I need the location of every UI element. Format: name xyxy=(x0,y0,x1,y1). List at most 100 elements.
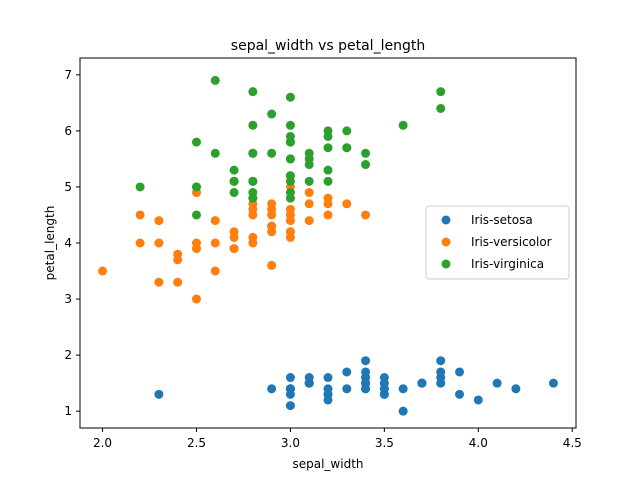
data-point-iris-virginica xyxy=(285,176,295,186)
data-point-iris-versicolor xyxy=(361,210,371,220)
data-point-iris-versicolor xyxy=(304,188,314,198)
data-point-iris-setosa xyxy=(285,384,295,394)
data-point-iris-setosa xyxy=(285,401,295,411)
data-point-iris-setosa xyxy=(285,373,295,383)
data-point-iris-virginica xyxy=(285,137,295,147)
data-point-iris-setosa xyxy=(342,367,352,377)
data-point-iris-versicolor xyxy=(248,232,258,242)
data-point-iris-setosa xyxy=(455,367,465,377)
data-point-iris-virginica xyxy=(342,143,352,153)
data-point-iris-versicolor xyxy=(285,227,295,237)
legend-marker-iris-setosa xyxy=(441,215,451,225)
data-point-iris-virginica xyxy=(248,120,258,130)
data-point-iris-versicolor xyxy=(98,266,108,276)
data-point-iris-virginica xyxy=(436,103,446,113)
x-axis-label: sepal_width xyxy=(292,457,363,471)
data-point-iris-setosa xyxy=(361,378,371,388)
data-point-iris-setosa xyxy=(436,356,446,366)
data-point-iris-versicolor xyxy=(304,199,314,209)
data-point-iris-virginica xyxy=(210,148,220,158)
data-point-iris-versicolor xyxy=(304,216,314,226)
data-point-iris-versicolor xyxy=(154,216,164,226)
data-point-iris-virginica xyxy=(191,137,201,147)
data-point-iris-versicolor xyxy=(342,199,352,209)
data-point-iris-virginica xyxy=(248,148,258,158)
y-tick-label: 7 xyxy=(64,68,72,82)
data-point-iris-virginica xyxy=(229,165,239,175)
data-point-iris-setosa xyxy=(398,384,408,394)
data-point-iris-setosa xyxy=(304,378,314,388)
data-point-iris-virginica xyxy=(285,120,295,130)
data-point-iris-setosa xyxy=(492,378,502,388)
x-tick-label: 3.5 xyxy=(375,436,394,450)
y-tick-label: 6 xyxy=(64,124,72,138)
data-point-iris-versicolor xyxy=(267,260,277,270)
data-point-iris-virginica xyxy=(361,148,371,158)
legend-label-iris-setosa: Iris-setosa xyxy=(471,213,533,227)
data-point-iris-versicolor xyxy=(154,277,164,287)
y-tick-label: 2 xyxy=(64,348,72,362)
y-tick-label: 1 xyxy=(64,404,72,418)
data-point-iris-setosa xyxy=(455,389,465,399)
data-point-iris-virginica xyxy=(229,188,239,198)
y-tick-label: 5 xyxy=(64,180,72,194)
data-point-iris-virginica xyxy=(285,92,295,102)
data-point-iris-setosa xyxy=(436,373,446,383)
legend-label-iris-virginica: Iris-virginica xyxy=(471,257,544,271)
y-tick-label: 4 xyxy=(64,236,72,250)
data-point-iris-virginica xyxy=(229,176,239,186)
legend-label-iris-versicolor: Iris-versicolor xyxy=(471,235,552,249)
data-point-iris-virginica xyxy=(248,176,258,186)
data-point-iris-virginica xyxy=(285,193,295,203)
chart-title: sepal_width vs petal_length xyxy=(231,38,425,54)
data-point-iris-versicolor xyxy=(267,210,277,220)
data-point-iris-setosa xyxy=(323,384,333,394)
data-point-iris-virginica xyxy=(323,165,333,175)
data-point-iris-setosa xyxy=(342,384,352,394)
x-tick-label: 2.0 xyxy=(93,436,112,450)
x-axis: 2.0 2.5 3.0 3.5 4.0 4.5 xyxy=(93,428,582,450)
data-point-iris-virginica xyxy=(135,182,145,192)
data-point-iris-versicolor xyxy=(210,266,220,276)
data-point-iris-versicolor xyxy=(210,238,220,248)
data-point-iris-virginica xyxy=(304,176,314,186)
data-point-iris-virginica xyxy=(191,210,201,220)
y-axis: 1 2 3 4 5 6 7 xyxy=(64,68,80,418)
x-tick-label: 4.0 xyxy=(469,436,488,450)
data-point-iris-versicolor xyxy=(173,277,183,287)
data-point-iris-setosa xyxy=(473,395,483,405)
data-point-iris-virginica xyxy=(285,154,295,164)
x-tick-label: 4.5 xyxy=(563,436,582,450)
data-point-iris-setosa xyxy=(323,373,333,383)
data-point-iris-virginica xyxy=(248,87,258,97)
data-point-iris-virginica xyxy=(323,143,333,153)
data-point-iris-versicolor xyxy=(267,221,277,231)
data-point-iris-virginica xyxy=(267,148,277,158)
data-point-iris-virginica xyxy=(361,160,371,170)
data-point-iris-virginica xyxy=(342,126,352,136)
data-point-iris-versicolor xyxy=(267,199,277,209)
data-point-iris-setosa xyxy=(379,389,389,399)
data-point-iris-versicolor xyxy=(229,227,239,237)
data-point-iris-virginica xyxy=(436,87,446,97)
legend-marker-iris-versicolor xyxy=(441,237,451,247)
data-point-iris-setosa xyxy=(154,389,164,399)
data-point-iris-virginica xyxy=(323,131,333,141)
plot-area: 2.0 2.5 3.0 3.5 4.0 4.5 1 2 3 4 5 6 7 xyxy=(64,57,582,450)
data-point-iris-virginica xyxy=(267,109,277,119)
data-point-iris-setosa xyxy=(398,406,408,416)
data-point-iris-versicolor xyxy=(285,204,295,214)
data-point-iris-virginica xyxy=(210,75,220,85)
data-point-iris-virginica xyxy=(191,182,201,192)
data-point-iris-versicolor xyxy=(323,193,333,203)
data-point-iris-versicolor xyxy=(135,210,145,220)
legend: Iris-setosa Iris-versicolor Iris-virginica xyxy=(425,205,570,280)
data-point-iris-setosa xyxy=(511,384,521,394)
data-point-iris-versicolor xyxy=(191,294,201,304)
legend-box xyxy=(425,205,570,280)
data-point-iris-virginica xyxy=(398,120,408,130)
data-point-iris-virginica xyxy=(304,148,314,158)
data-point-iris-versicolor xyxy=(248,210,258,220)
data-point-iris-versicolor xyxy=(173,255,183,265)
